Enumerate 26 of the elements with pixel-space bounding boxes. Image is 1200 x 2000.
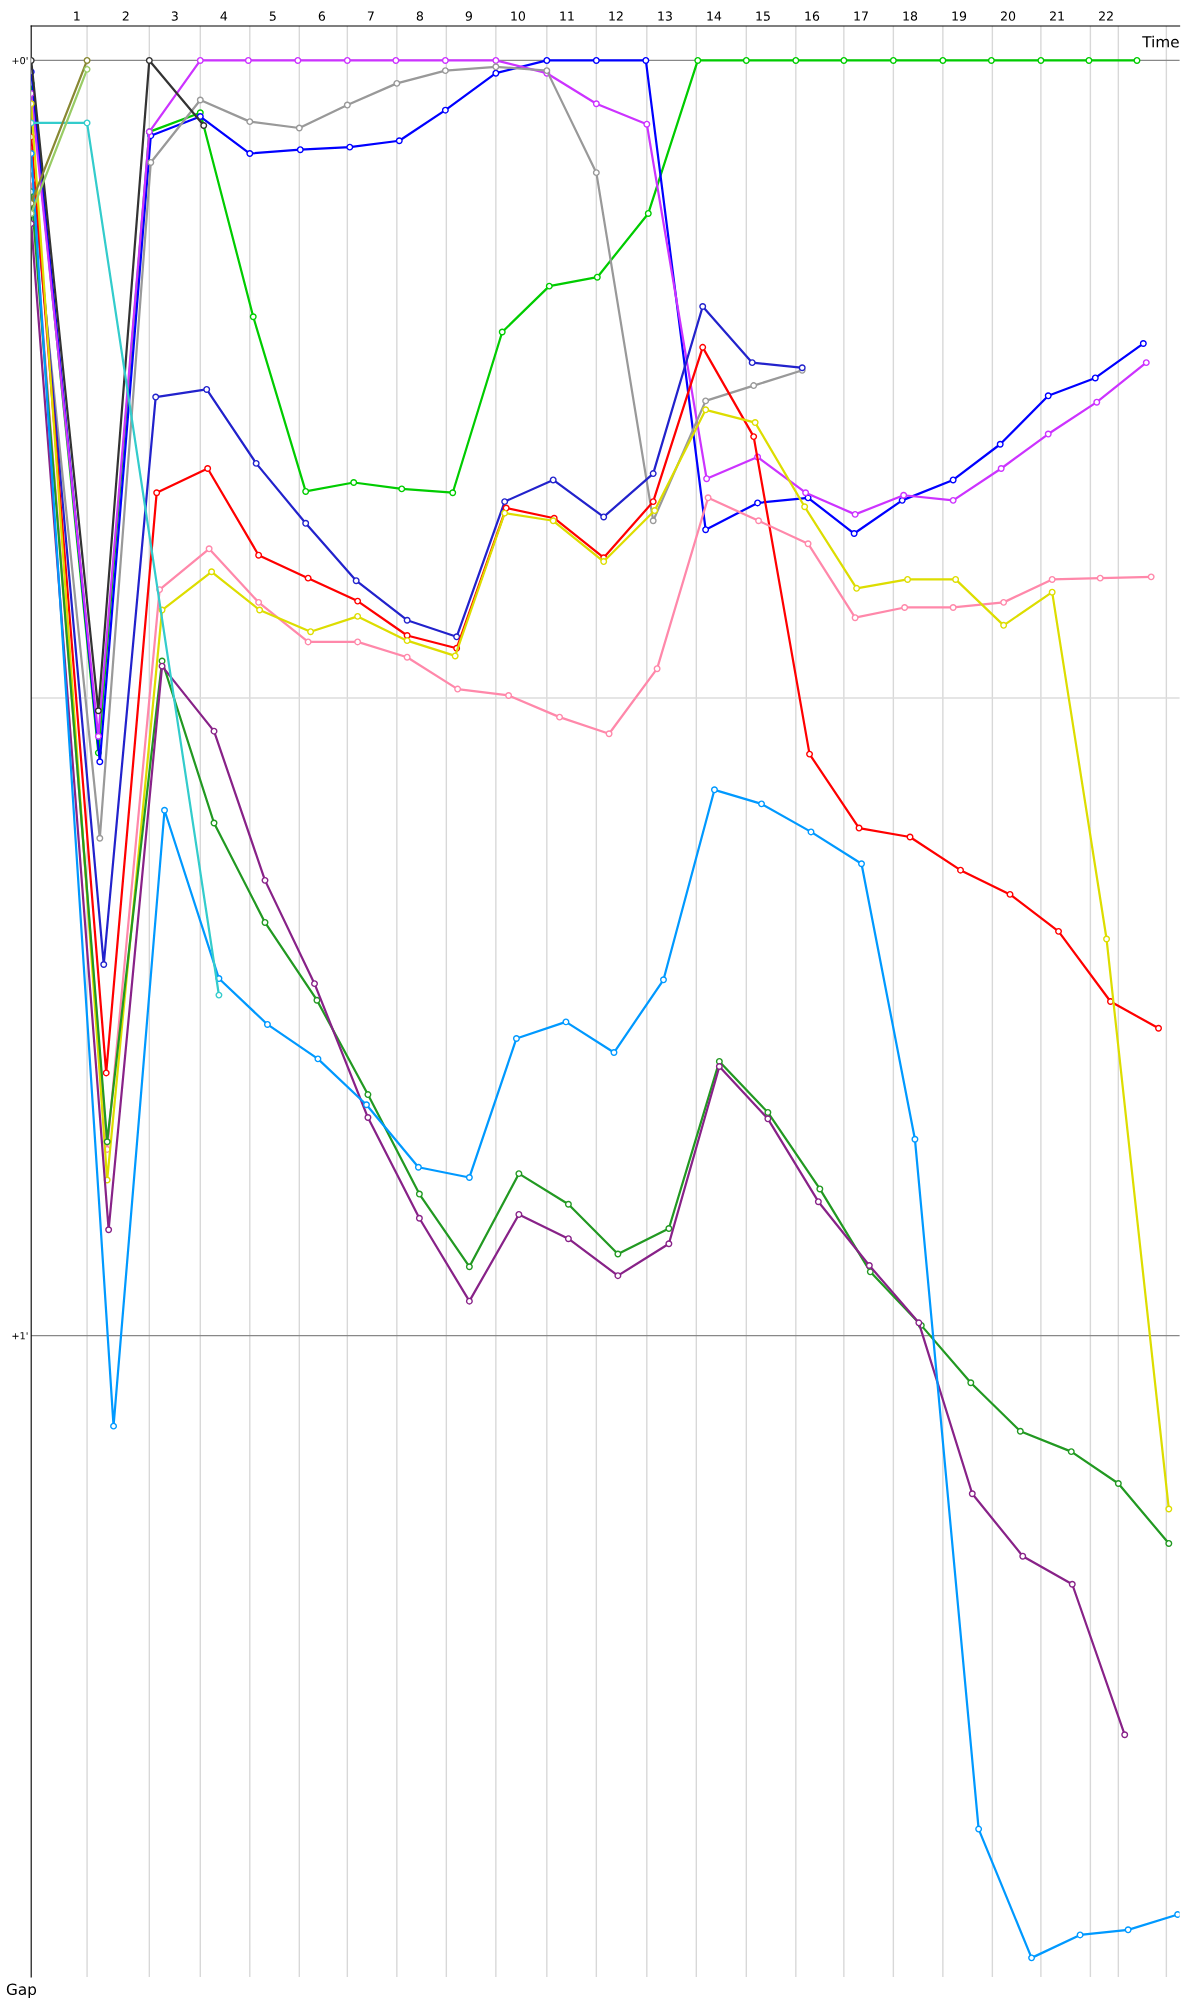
x-tick-label: 4	[220, 11, 228, 21]
x-tick-label: 13	[658, 11, 672, 21]
y-tick-label: +1'	[12, 1332, 28, 1340]
x-tick-label: 6	[318, 11, 326, 21]
x-tick-label: 20	[1001, 11, 1016, 21]
x-tick-label: 3	[171, 11, 178, 21]
x-tick-label: 10	[511, 11, 526, 21]
x-tick-label: 12	[609, 11, 623, 21]
x-axis-title: Time	[1142, 35, 1179, 48]
y-tick-label: +0'	[12, 56, 28, 65]
x-tick-label: 15	[756, 11, 770, 21]
x-tick-label: 18	[903, 11, 918, 21]
x-tick-label: 5	[269, 11, 276, 21]
x-tick-label: 1	[74, 11, 80, 21]
x-tick-label: 14	[707, 11, 722, 21]
y-axis-title: Gap	[6, 1983, 37, 1998]
x-tick-label: 7	[367, 11, 374, 21]
x-tick-label: 21	[1050, 11, 1064, 21]
x-tick-label: 17	[854, 11, 868, 21]
x-tick-label: 2	[122, 11, 129, 21]
x-tick-label: 8	[416, 11, 423, 21]
x-tick-label: 19	[952, 11, 967, 21]
x-tick-label: 22	[1099, 11, 1113, 21]
x-tick-label: 16	[805, 11, 820, 21]
x-tick-label: 11	[560, 11, 574, 21]
x-tick-label: 9	[465, 11, 472, 21]
